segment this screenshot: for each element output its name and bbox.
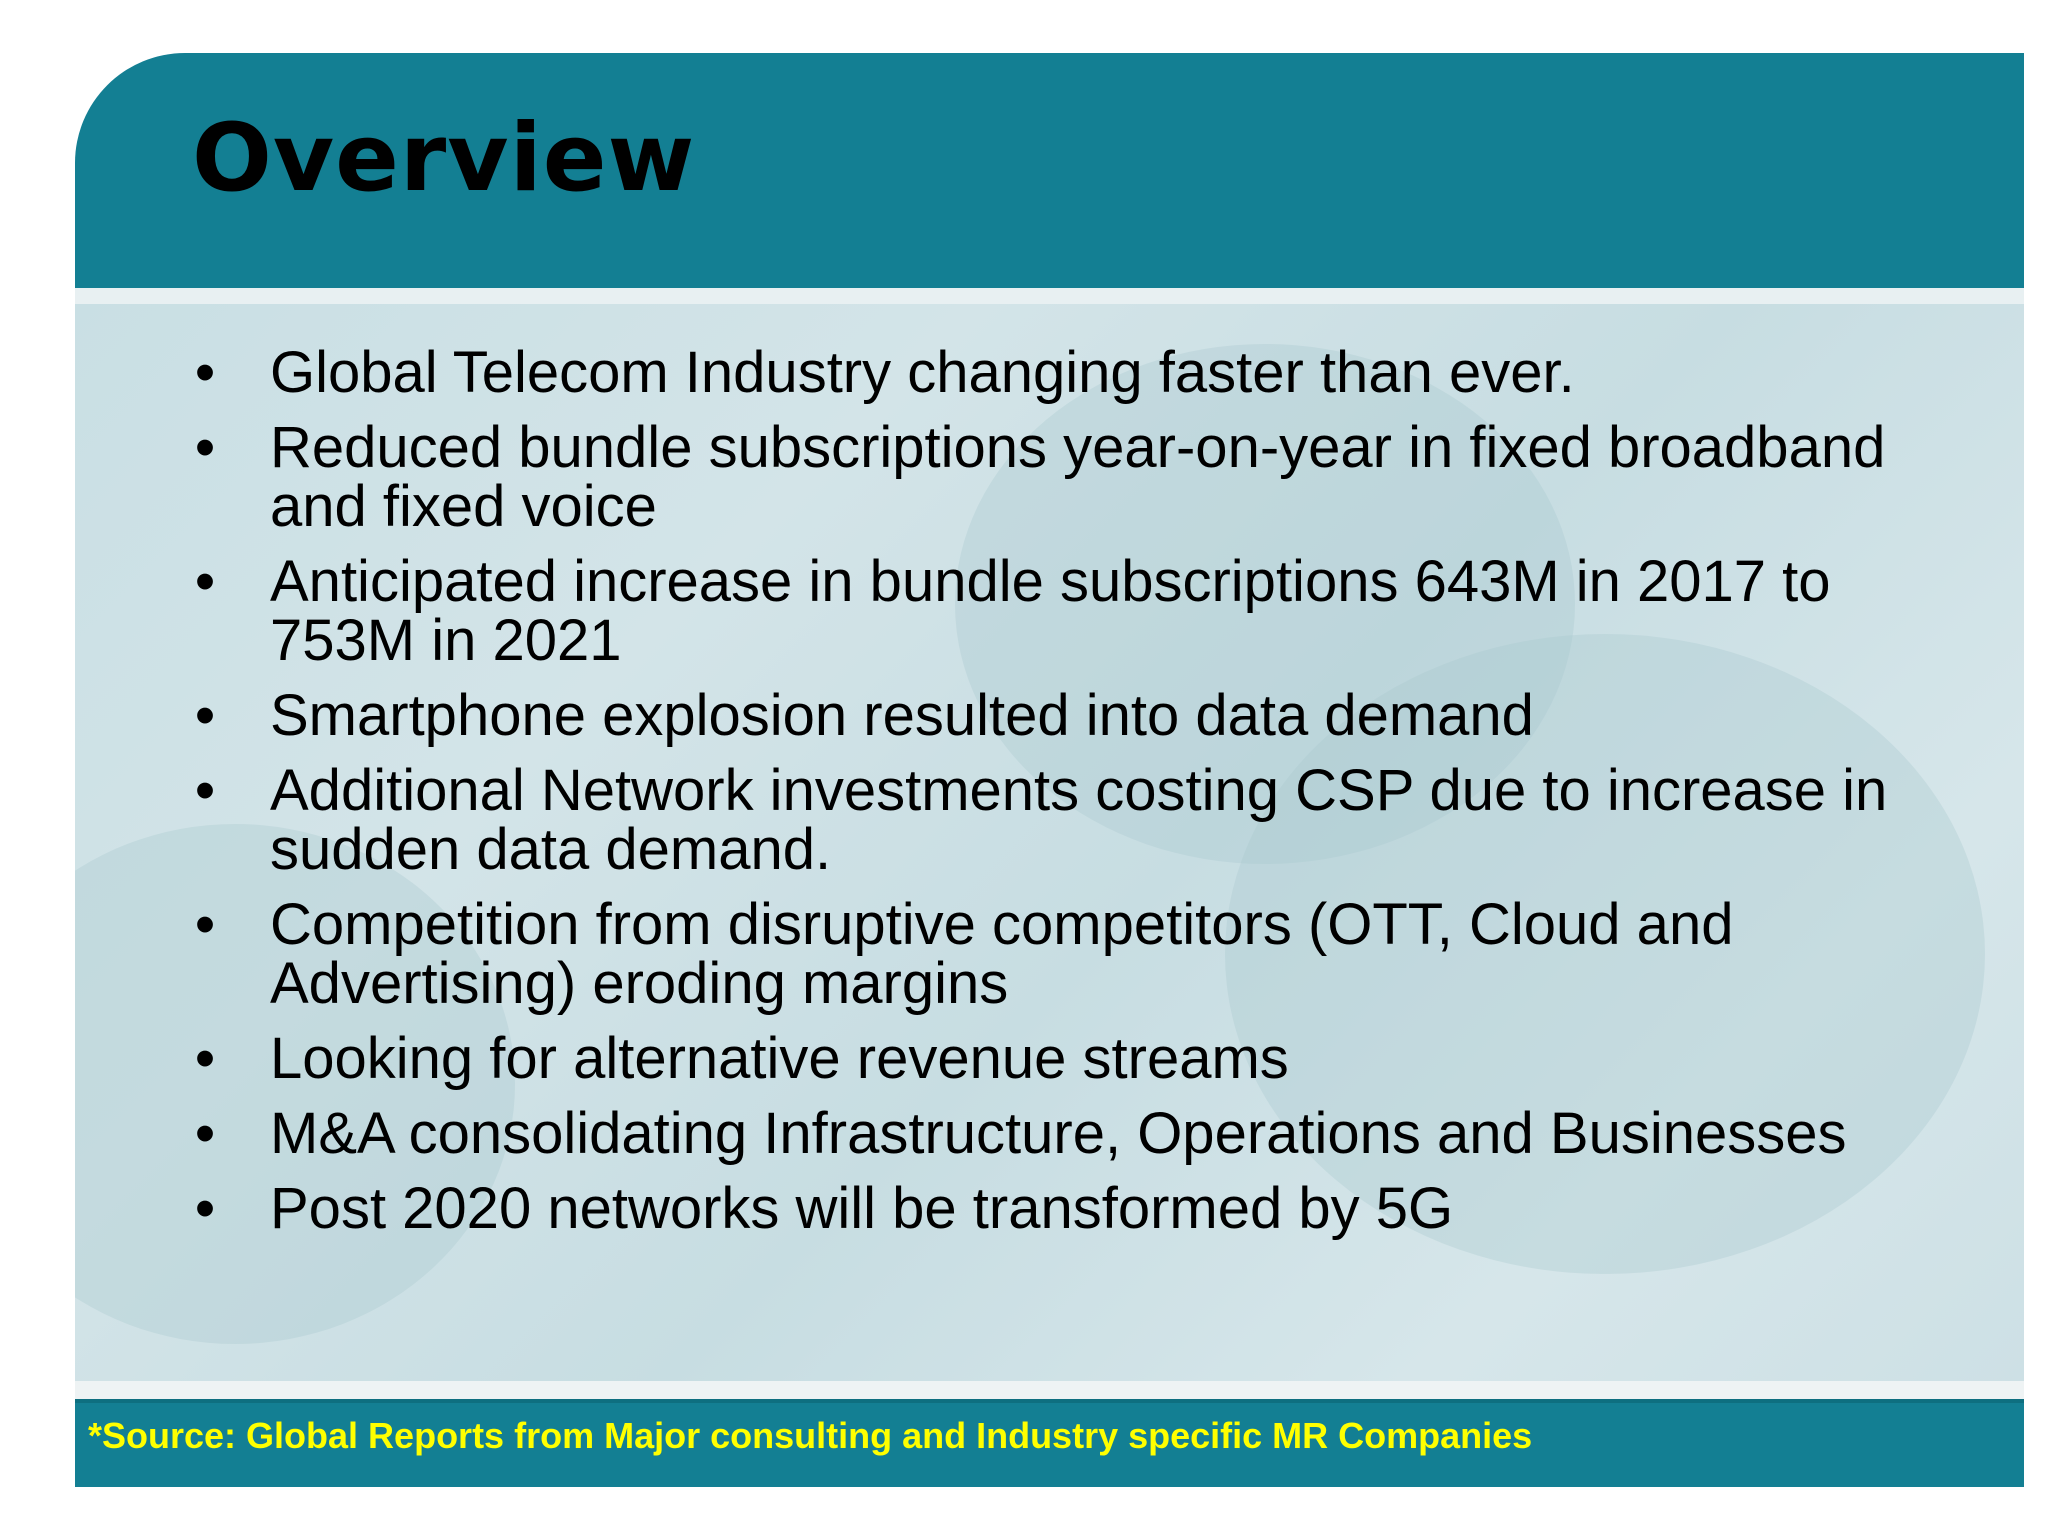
footer-separator: [75, 1381, 2024, 1399]
bullet-text: Anticipated increase in bundle subscript…: [270, 549, 1831, 673]
title-separator: [75, 288, 2024, 304]
source-bar: [75, 1399, 2024, 1487]
bullet-item: • Competition from disruptive competitors…: [190, 895, 1980, 1013]
bullet-list: • Global Telecom Industry changing faster…: [190, 343, 1980, 1254]
bullet-glyph: •: [194, 415, 216, 480]
source-note: *Source: Global Reports from Major consu…: [88, 1415, 1533, 1456]
bullet-item: • Looking for alternative revenue streams: [190, 1029, 1980, 1088]
bullet-text: Additional Network investments costing C…: [270, 758, 1888, 882]
bullet-item: • M&A consolidating Infrastructure, Opera…: [190, 1104, 1980, 1163]
bullet-item: • Additional Network investments costing …: [190, 761, 1980, 879]
bullet-glyph: •: [194, 340, 216, 405]
bullet-item: • Smartphone explosion resulted into data…: [190, 686, 1980, 745]
bullet-glyph: •: [194, 1101, 216, 1166]
bullet-text: Post 2020 networks will be transformed b…: [270, 1176, 1454, 1241]
bullet-item: • Reduced bundle subscriptions year-on-ye…: [190, 418, 1980, 536]
bullet-text: Competition from disruptive competitors …: [270, 892, 1734, 1016]
bullet-text: Smartphone explosion resulted into data …: [270, 683, 1534, 748]
bullet-item: • Global Telecom Industry changing faster…: [190, 343, 1980, 402]
background-shape: [955, 344, 1575, 864]
bullet-text: M&A consolidating Infrastructure, Operat…: [270, 1101, 1847, 1166]
bullet-glyph: •: [194, 1026, 216, 1091]
content-panel: [75, 304, 2024, 1381]
bullet-glyph: •: [194, 1176, 216, 1241]
bullet-text: Reduced bundle subscriptions year-on-yea…: [270, 415, 1886, 539]
slide-title: Overview: [192, 104, 696, 213]
bullet-glyph: •: [194, 549, 216, 614]
bullet-glyph: •: [194, 758, 216, 823]
background-shape: [75, 824, 515, 1344]
bullet-item: • Post 2020 networks will be transformed …: [190, 1179, 1980, 1238]
bullet-glyph: •: [194, 683, 216, 748]
title-bar: [75, 53, 2024, 288]
bullet-item: • Anticipated increase in bundle subscrip…: [190, 552, 1980, 670]
bullet-text: Looking for alternative revenue streams: [270, 1026, 1289, 1091]
background-shape: [1225, 634, 1985, 1274]
bullet-glyph: •: [194, 892, 216, 957]
bullet-text: Global Telecom Industry changing faster …: [270, 340, 1575, 405]
